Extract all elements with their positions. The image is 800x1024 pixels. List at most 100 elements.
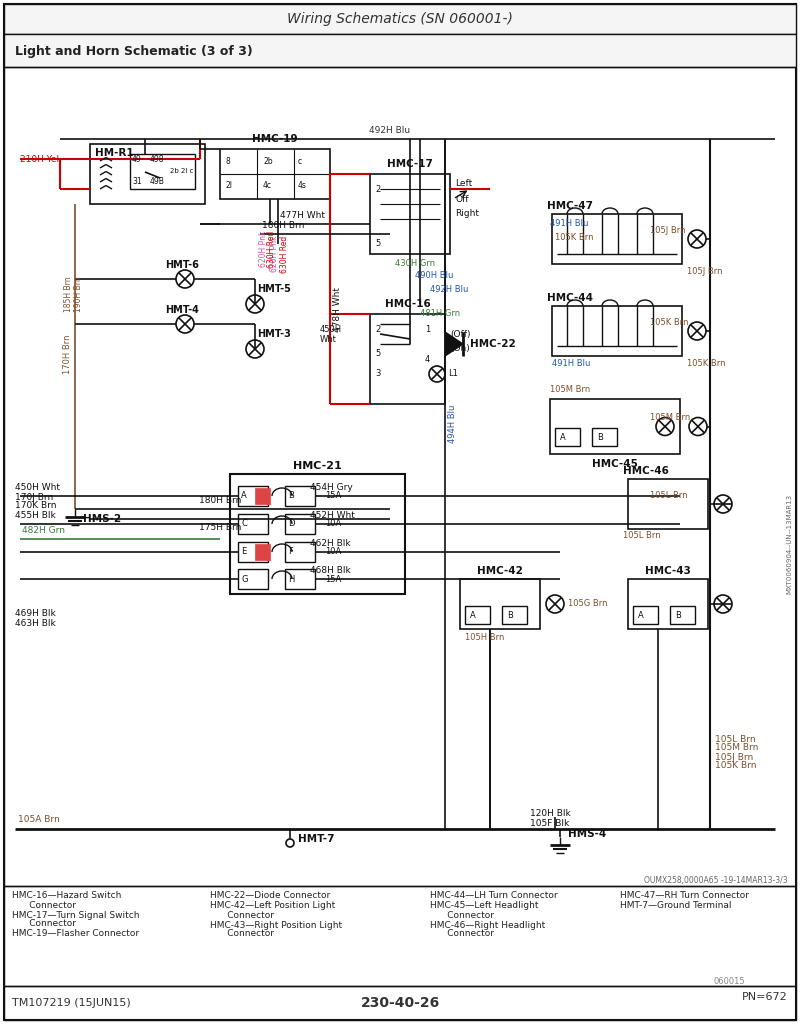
- Text: 060015: 060015: [714, 978, 745, 986]
- Text: 482H Grn: 482H Grn: [22, 526, 65, 535]
- Text: 3: 3: [375, 370, 380, 379]
- Text: 450H Wht: 450H Wht: [15, 483, 60, 492]
- Text: 2l: 2l: [226, 181, 233, 190]
- Text: 4c: 4c: [263, 181, 272, 190]
- Text: 477H Wht: 477H Wht: [280, 211, 325, 220]
- Text: 105G Brn: 105G Brn: [568, 599, 607, 608]
- Bar: [628, 579, 708, 629]
- Text: B: B: [288, 492, 294, 501]
- Text: 4s: 4s: [298, 181, 307, 190]
- Text: 170H Brn: 170H Brn: [63, 334, 72, 374]
- Text: HMC-42: HMC-42: [477, 566, 523, 575]
- Text: A: A: [241, 492, 246, 501]
- Bar: [285, 514, 315, 534]
- Bar: [238, 542, 268, 562]
- Text: 4: 4: [425, 354, 430, 364]
- Text: C: C: [241, 519, 247, 528]
- Bar: [552, 306, 682, 356]
- Text: 452H Wht: 452H Wht: [310, 511, 355, 520]
- Text: 455H Blk: 455H Blk: [15, 511, 56, 520]
- Text: A: A: [470, 610, 476, 620]
- Bar: [370, 174, 450, 254]
- Text: OUMX258,0000A65 -19-14MAR13-3/3: OUMX258,0000A65 -19-14MAR13-3/3: [644, 876, 788, 885]
- Bar: [230, 474, 405, 594]
- Text: F: F: [288, 548, 293, 556]
- Text: 105M Brn: 105M Brn: [715, 743, 758, 753]
- Text: HMC-46—Right Headlight: HMC-46—Right Headlight: [430, 921, 546, 930]
- Bar: [670, 606, 695, 624]
- Text: 105M Brn: 105M Brn: [650, 414, 690, 423]
- Text: 430H Grn: 430H Grn: [395, 259, 435, 268]
- Text: 105M Brn: 105M Brn: [550, 385, 590, 394]
- Text: 463H Blk: 463H Blk: [15, 620, 56, 629]
- Text: 491H Blu: 491H Blu: [552, 359, 590, 369]
- Text: Right: Right: [455, 210, 479, 218]
- Text: HMC-44: HMC-44: [547, 293, 593, 303]
- Bar: [255, 488, 270, 504]
- Text: H: H: [288, 574, 294, 584]
- Text: 31: 31: [132, 177, 142, 186]
- Bar: [255, 544, 270, 560]
- Bar: [4, 4, 796, 34]
- Text: 450H: 450H: [320, 325, 342, 334]
- Text: HMC-17—Turn Signal Switch: HMC-17—Turn Signal Switch: [12, 910, 139, 920]
- Text: 2b 2l c: 2b 2l c: [170, 168, 194, 174]
- Bar: [285, 569, 315, 589]
- Text: 105L Brn: 105L Brn: [715, 734, 756, 743]
- Bar: [130, 154, 195, 189]
- Text: HMC-45—Left Headlight: HMC-45—Left Headlight: [430, 901, 538, 910]
- Text: c: c: [298, 158, 302, 167]
- Text: 462H Blk: 462H Blk: [310, 539, 350, 548]
- Bar: [460, 579, 540, 629]
- Text: 15A: 15A: [325, 492, 342, 501]
- Bar: [550, 399, 680, 454]
- Text: 180H Brn: 180H Brn: [262, 221, 304, 230]
- Text: 185H Brn: 185H Brn: [64, 276, 73, 312]
- Text: Left: Left: [455, 179, 472, 188]
- Text: B: B: [597, 432, 603, 441]
- Text: 49: 49: [132, 156, 142, 165]
- Bar: [552, 214, 682, 264]
- Text: 492H Blu: 492H Blu: [430, 285, 468, 294]
- Bar: [4, 886, 796, 986]
- Bar: [465, 606, 490, 624]
- Bar: [4, 34, 796, 67]
- Bar: [220, 150, 330, 199]
- Bar: [238, 569, 268, 589]
- Text: HMC-22—Diode Connector: HMC-22—Diode Connector: [210, 892, 330, 900]
- Text: (Off): (Off): [450, 330, 470, 339]
- Text: HMT-4: HMT-4: [165, 305, 199, 315]
- Bar: [238, 514, 268, 534]
- Text: 5: 5: [375, 240, 380, 249]
- Text: HMS-4: HMS-4: [568, 829, 606, 839]
- Text: 105K Brn: 105K Brn: [687, 359, 726, 369]
- Bar: [628, 479, 708, 529]
- Text: HMC-17: HMC-17: [387, 159, 433, 169]
- Text: 105L Brn: 105L Brn: [650, 490, 688, 500]
- Text: 620H Pnk: 620H Pnk: [270, 236, 279, 272]
- Text: HMC-46: HMC-46: [623, 466, 669, 476]
- Text: 10A: 10A: [325, 519, 342, 528]
- Text: HMC-47—RH Turn Connector: HMC-47—RH Turn Connector: [620, 892, 749, 900]
- Bar: [285, 542, 315, 562]
- Text: HMC-21: HMC-21: [293, 461, 342, 471]
- Text: 2: 2: [375, 184, 380, 194]
- Bar: [502, 606, 527, 624]
- Bar: [592, 428, 617, 446]
- Text: MXT0060904--UN--13MAR13: MXT0060904--UN--13MAR13: [786, 494, 792, 594]
- Text: HMT-3: HMT-3: [257, 329, 291, 339]
- Text: Connector: Connector: [210, 930, 274, 939]
- Text: D: D: [288, 519, 294, 528]
- Text: 120H Blk: 120H Blk: [530, 810, 570, 818]
- Text: A: A: [638, 610, 644, 620]
- Text: HMC-43—Right Position Light: HMC-43—Right Position Light: [210, 921, 342, 930]
- Text: HMT-7: HMT-7: [298, 834, 334, 844]
- Text: 10A: 10A: [325, 548, 342, 556]
- Text: B: B: [675, 610, 681, 620]
- Text: 15A: 15A: [325, 574, 342, 584]
- Text: L1: L1: [448, 370, 458, 379]
- Text: 105J Brn: 105J Brn: [687, 267, 722, 276]
- Text: 180H Brn: 180H Brn: [199, 496, 241, 505]
- Text: 190H Brn: 190H Brn: [74, 276, 83, 312]
- Text: HMT-5: HMT-5: [257, 284, 291, 294]
